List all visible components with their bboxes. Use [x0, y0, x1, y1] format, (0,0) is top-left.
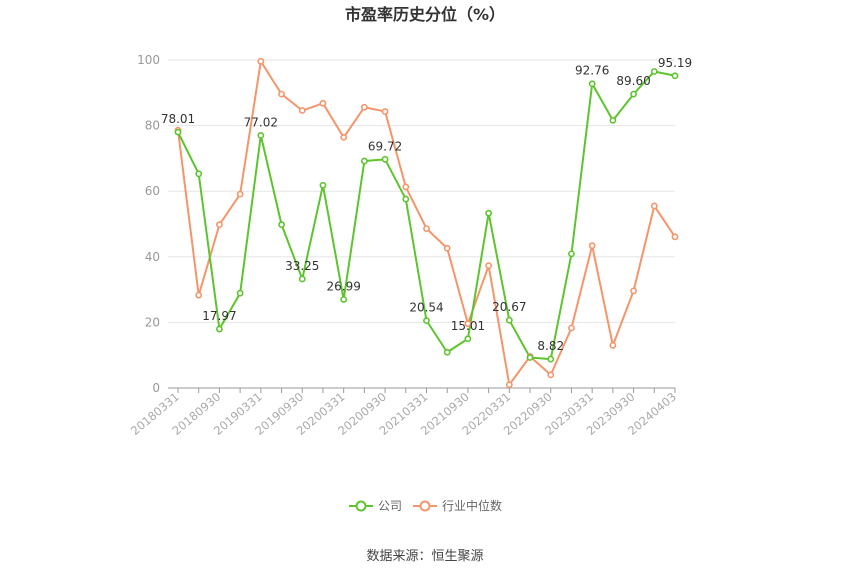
data-point — [236, 289, 244, 297]
data-point — [443, 348, 451, 356]
data-point — [360, 103, 368, 111]
legend-label: 公司 — [378, 499, 402, 513]
y-tick-label: 80 — [145, 119, 160, 133]
legend-item[interactable]: 公司 — [349, 499, 402, 513]
series-lines — [177, 60, 676, 386]
data-label: 20.67 — [492, 300, 526, 314]
data-point — [671, 72, 679, 80]
data-point — [195, 170, 203, 178]
data-point — [630, 90, 637, 98]
data-point — [464, 335, 472, 343]
data-point — [236, 190, 244, 198]
data-point — [650, 202, 658, 210]
data-point — [381, 155, 389, 163]
data-label: 92.76 — [575, 64, 609, 78]
data-label: 15.01 — [451, 319, 485, 333]
data-point — [443, 244, 451, 252]
data-point — [505, 381, 513, 389]
chart-title: 市盈率历史分位（%） — [345, 5, 505, 24]
data-point — [381, 108, 389, 115]
data-point — [464, 320, 472, 328]
legend-label: 行业中位数 — [442, 498, 502, 513]
data-point — [609, 116, 617, 124]
data-label: 33.25 — [285, 259, 319, 273]
data-point — [174, 128, 182, 136]
data-label: 95.19 — [658, 56, 692, 70]
data-source-note: 数据来源：恒生聚源 — [366, 549, 483, 564]
legend-item[interactable]: 行业中位数 — [413, 498, 502, 513]
data-point — [588, 80, 596, 88]
data-label: 89.60 — [616, 74, 650, 88]
data-point — [216, 325, 223, 333]
y-tick-label: 20 — [145, 315, 160, 329]
data-point — [547, 371, 555, 379]
data-label: 26.99 — [326, 279, 360, 293]
data-point — [402, 195, 410, 203]
y-tick-label: 40 — [145, 250, 160, 264]
data-point — [278, 90, 285, 98]
y-tick-label: 100 — [137, 53, 160, 67]
data-point — [298, 107, 306, 114]
data-point — [630, 287, 637, 295]
data-point — [257, 131, 265, 139]
y-axis: 0 20 40 60 80 100 — [137, 53, 160, 395]
data-label: 77.02 — [244, 115, 278, 129]
data-label: 17.97 — [202, 309, 236, 323]
x-axis: 2018033120180930201903312019093020200331… — [128, 387, 679, 438]
data-point — [195, 291, 203, 299]
data-label: 8.82 — [537, 339, 564, 353]
series-line-industry-median — [177, 60, 676, 386]
data-point — [588, 242, 596, 250]
data-point — [547, 355, 555, 363]
data-point — [319, 181, 327, 189]
data-point — [216, 221, 223, 229]
data-point — [360, 157, 368, 165]
data-point — [298, 275, 306, 283]
data-point — [609, 341, 617, 349]
data-point — [319, 99, 327, 107]
data-point — [257, 57, 265, 65]
data-point — [650, 68, 658, 75]
data-point — [671, 233, 679, 241]
data-label: 20.54 — [409, 301, 443, 315]
data-point — [278, 221, 285, 229]
y-tick-label: 0 — [152, 381, 160, 395]
data-point — [526, 354, 534, 361]
data-point — [340, 134, 348, 141]
data-point — [485, 262, 493, 270]
data-label: 69.72 — [368, 139, 402, 153]
data-point — [485, 209, 493, 217]
data-point — [402, 183, 410, 191]
series-points — [174, 57, 679, 389]
data-point — [505, 316, 513, 324]
data-label: 78.01 — [161, 112, 195, 126]
data-point — [340, 296, 348, 303]
data-point — [423, 225, 430, 232]
legend-marker — [355, 500, 367, 512]
data-point — [423, 317, 430, 325]
data-labels: 78.01 17.97 77.02 33.25 26.99 69.72 20.54 15.01… — [161, 56, 692, 353]
data-point — [568, 250, 575, 258]
legend[interactable]: 公司 行业中位数 — [349, 498, 502, 513]
legend-marker — [419, 500, 431, 512]
data-point — [568, 324, 575, 332]
y-tick-label: 60 — [145, 184, 160, 198]
